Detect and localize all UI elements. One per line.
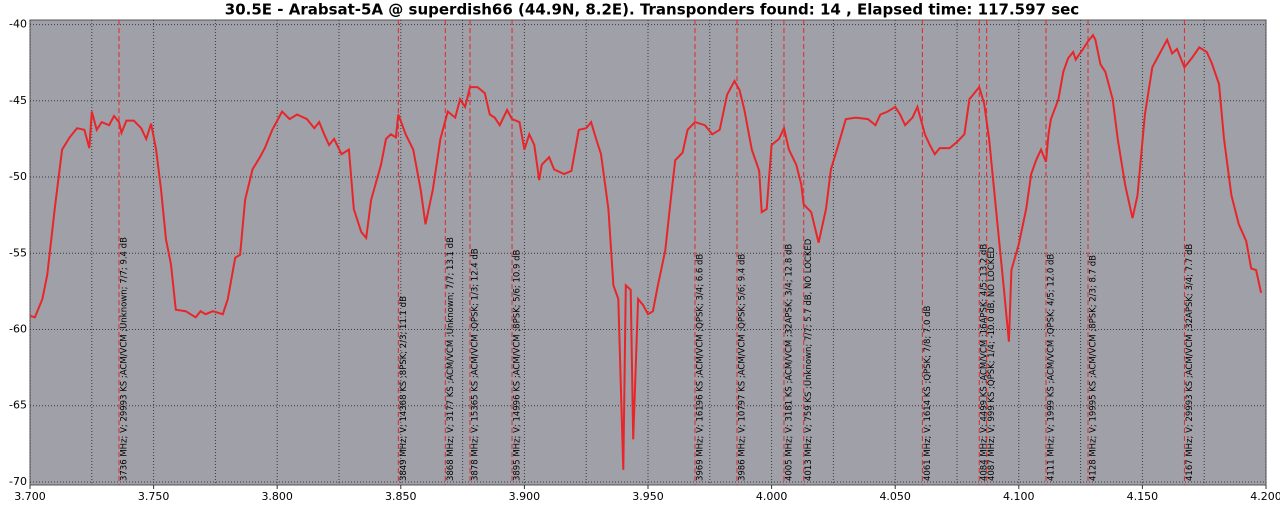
y-tick-label: -70 <box>9 475 27 488</box>
transponder-label: 3986 MHz; V; 10797 KS ;ACM/VCM ;QPSK; 5/… <box>737 254 747 481</box>
y-tick-label: -60 <box>9 322 27 335</box>
transponder-label: 4128 MHz; V; 19995 KS ;ACM/VCM ;8PSK; 2/… <box>1089 255 1099 481</box>
x-tick-label: 3.950 <box>632 490 664 503</box>
transponder-label: 3878 MHz; V; 15365 KS ;ACM/VCM ;QPSK; 1/… <box>471 248 481 481</box>
x-tick-label: 3.900 <box>509 490 541 503</box>
transponder-label: 4084 MHz; V; 4499 KS ;ACM/VCM ;16APSK; 4… <box>980 244 990 481</box>
transponder-label: 3736 MHz; V; 29993 KS ;ACM/VCM ;Unknown;… <box>119 237 129 481</box>
chart-title: 30.5E - Arabsat-5A @ superdish66 (44.9N,… <box>225 1 1079 19</box>
transponder-label: 4061 MHz; V; 1614 KS ;QPSK; 7/8; 7.0 dB <box>923 305 933 481</box>
transponder-label: 4005 MHz; V; 3181 KS ;ACM/VCM ;32APSK; 3… <box>784 244 794 481</box>
transponder-label: 3868 MHz; V; 3177 KS ;ACM/VCM ;Unknown; … <box>446 237 456 481</box>
y-tick-label: -65 <box>9 399 27 412</box>
x-tick-label: 3.750 <box>138 490 170 503</box>
x-tick-label: 3.700 <box>14 490 46 503</box>
transponder-label: 4167 MHz; V; 29993 KS ;ACM/VCM ;32APSK; … <box>1185 244 1195 481</box>
y-tick-label: -50 <box>9 170 27 183</box>
transponder-label: 3895 MHz; V; 14996 KS ;ACM/VCM ;8PSK; 5/… <box>513 249 523 481</box>
x-tick-label: 4.150 <box>1127 490 1159 503</box>
x-tick-label: 4.000 <box>756 490 788 503</box>
transponder-label: 3969 MHz; V; 16196 KS ;ACM/VCM ;QPSK; 3/… <box>695 254 705 481</box>
transponder-label: 3849 MHz; V; 14368 KS ;8PSK; 2/3; 11.1 d… <box>399 296 409 481</box>
y-tick-label: -40 <box>9 18 27 31</box>
x-tick-label: 3.800 <box>261 490 293 503</box>
transponder-label: 4087 MHz; V; 999 KS ;QPSK; 1/4; -10.0 dB… <box>987 246 997 481</box>
transponder-label: 4013 MHz; V; 759 KS ;Unknown; 7/7; 5.7 d… <box>804 238 814 481</box>
x-tick-label: 4.100 <box>1003 490 1035 503</box>
y-tick-label: -45 <box>9 94 27 107</box>
x-tick-label: 4.200 <box>1250 490 1280 503</box>
transponder-label: 4111 MHz; V; 1999 KS ;ACM/VCM ;QPSK; 4/5… <box>1046 254 1056 481</box>
spectrum-line <box>29 33 1263 470</box>
y-tick-label: -55 <box>9 246 27 259</box>
x-tick-label: 3.850 <box>385 490 417 503</box>
x-tick-label: 4.050 <box>879 490 911 503</box>
